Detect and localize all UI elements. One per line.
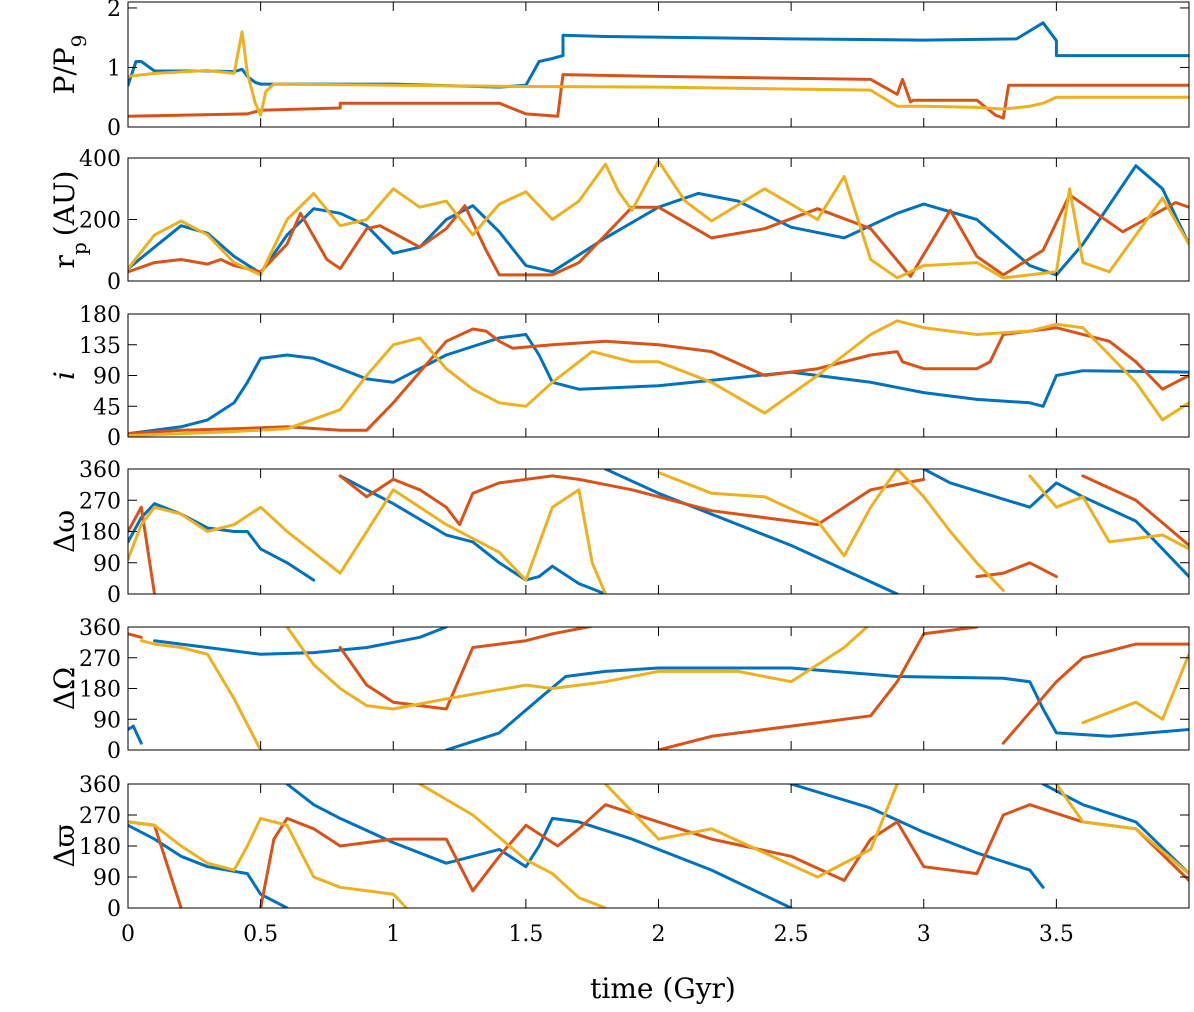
y-tick-label: 360 [79, 458, 121, 483]
y-tick-label: 0 [107, 583, 121, 608]
series-group [128, 21, 1189, 120]
panels-group: 012P/P90200400rp(AU)04590135180i09018027… [48, 0, 1190, 947]
x-tick-label: 2.5 [774, 922, 809, 947]
panel-period-ratio: 0 1 2 P/P9 [48, 0, 1190, 141]
series-line-3 [128, 319, 1189, 437]
series-line-3 [128, 30, 1189, 117]
y-tick-label: 180 [79, 303, 121, 328]
y-tick-label: 360 [79, 773, 121, 798]
y-tick-label: 90 [93, 365, 121, 390]
y-tick-label: 0 [107, 116, 121, 141]
x-axis-label: time (Gyr) [590, 972, 736, 1005]
y-axis-label: Δω [48, 510, 81, 553]
y-tick-label: 0 [107, 897, 121, 922]
y-tick-label: 0 [107, 739, 121, 764]
series-line-2 [128, 627, 1189, 750]
y-tick-label: 180 [79, 678, 121, 703]
y-axis-label: Δϖ [48, 824, 81, 867]
y-tick-label: 0 [107, 426, 121, 451]
series-line-1 [128, 469, 1189, 594]
y-tick-label: 270 [79, 804, 121, 829]
series-line-3 [128, 469, 1189, 594]
series-line-2 [128, 803, 1189, 908]
series-group [128, 159, 1189, 280]
y-tick-label: 200 [79, 209, 121, 234]
series-line-1 [128, 784, 1189, 908]
series-group [128, 784, 1189, 908]
y-tick-label: 180 [79, 835, 121, 860]
y-tick-label: 270 [79, 647, 121, 672]
y-tick-label: 135 [79, 334, 121, 359]
panel-inclination: 0 45 90 135 180 i [48, 303, 1190, 451]
panel-frame [127, 783, 1190, 909]
panel-delta-varpi: 0 90 180 270 360 Δϖ [48, 773, 1190, 922]
x-tick-label: 3 [917, 922, 931, 947]
x-tick-label: 0.5 [243, 922, 278, 947]
y-tick-label: 90 [93, 866, 121, 891]
x-tick-label: 0 [121, 922, 135, 947]
y-axis-label: ΔΩ [48, 667, 81, 710]
y-tick-label: 90 [93, 708, 121, 733]
y-tick-label: 45 [93, 395, 121, 420]
series-line-2 [128, 73, 1189, 120]
x-tick-label: 1.5 [508, 922, 543, 947]
y-tick-label: 270 [79, 489, 121, 514]
y-tick-label: 2 [107, 0, 121, 22]
series-group [128, 469, 1189, 594]
series-line-3 [128, 784, 1189, 908]
y-tick-label: 400 [79, 147, 121, 172]
x-tick-label: 2 [652, 922, 666, 947]
y-axis-label: P/P9 [48, 35, 91, 95]
panel-frame [127, 626, 1190, 751]
series-group [128, 319, 1189, 437]
y-tick-label: 360 [79, 616, 121, 641]
series-line-3 [128, 159, 1189, 280]
y-tick-label: 1 [107, 56, 121, 81]
y-tick-label: 90 [93, 552, 121, 577]
series-line-3 [139, 627, 1189, 750]
x-tick-label: 1 [386, 922, 400, 947]
panel-delta-Omega: 0 90 180 270 360 ΔΩ [48, 616, 1190, 764]
y-tick-label: 0 [107, 270, 121, 295]
series-line-2 [128, 474, 1189, 594]
series-group [128, 627, 1189, 750]
x-tick-label: 3.5 [1039, 922, 1074, 947]
panel-delta-omega: 0 90 180 270 360 Δω [48, 458, 1190, 608]
series-line-1 [128, 333, 1189, 436]
y-axis-label: rp(AU) [48, 171, 91, 269]
series-line-2 [128, 326, 1189, 436]
y-axis-label: i [48, 371, 81, 380]
series-line-1 [128, 627, 1189, 750]
y-tick-label: 180 [79, 521, 121, 546]
